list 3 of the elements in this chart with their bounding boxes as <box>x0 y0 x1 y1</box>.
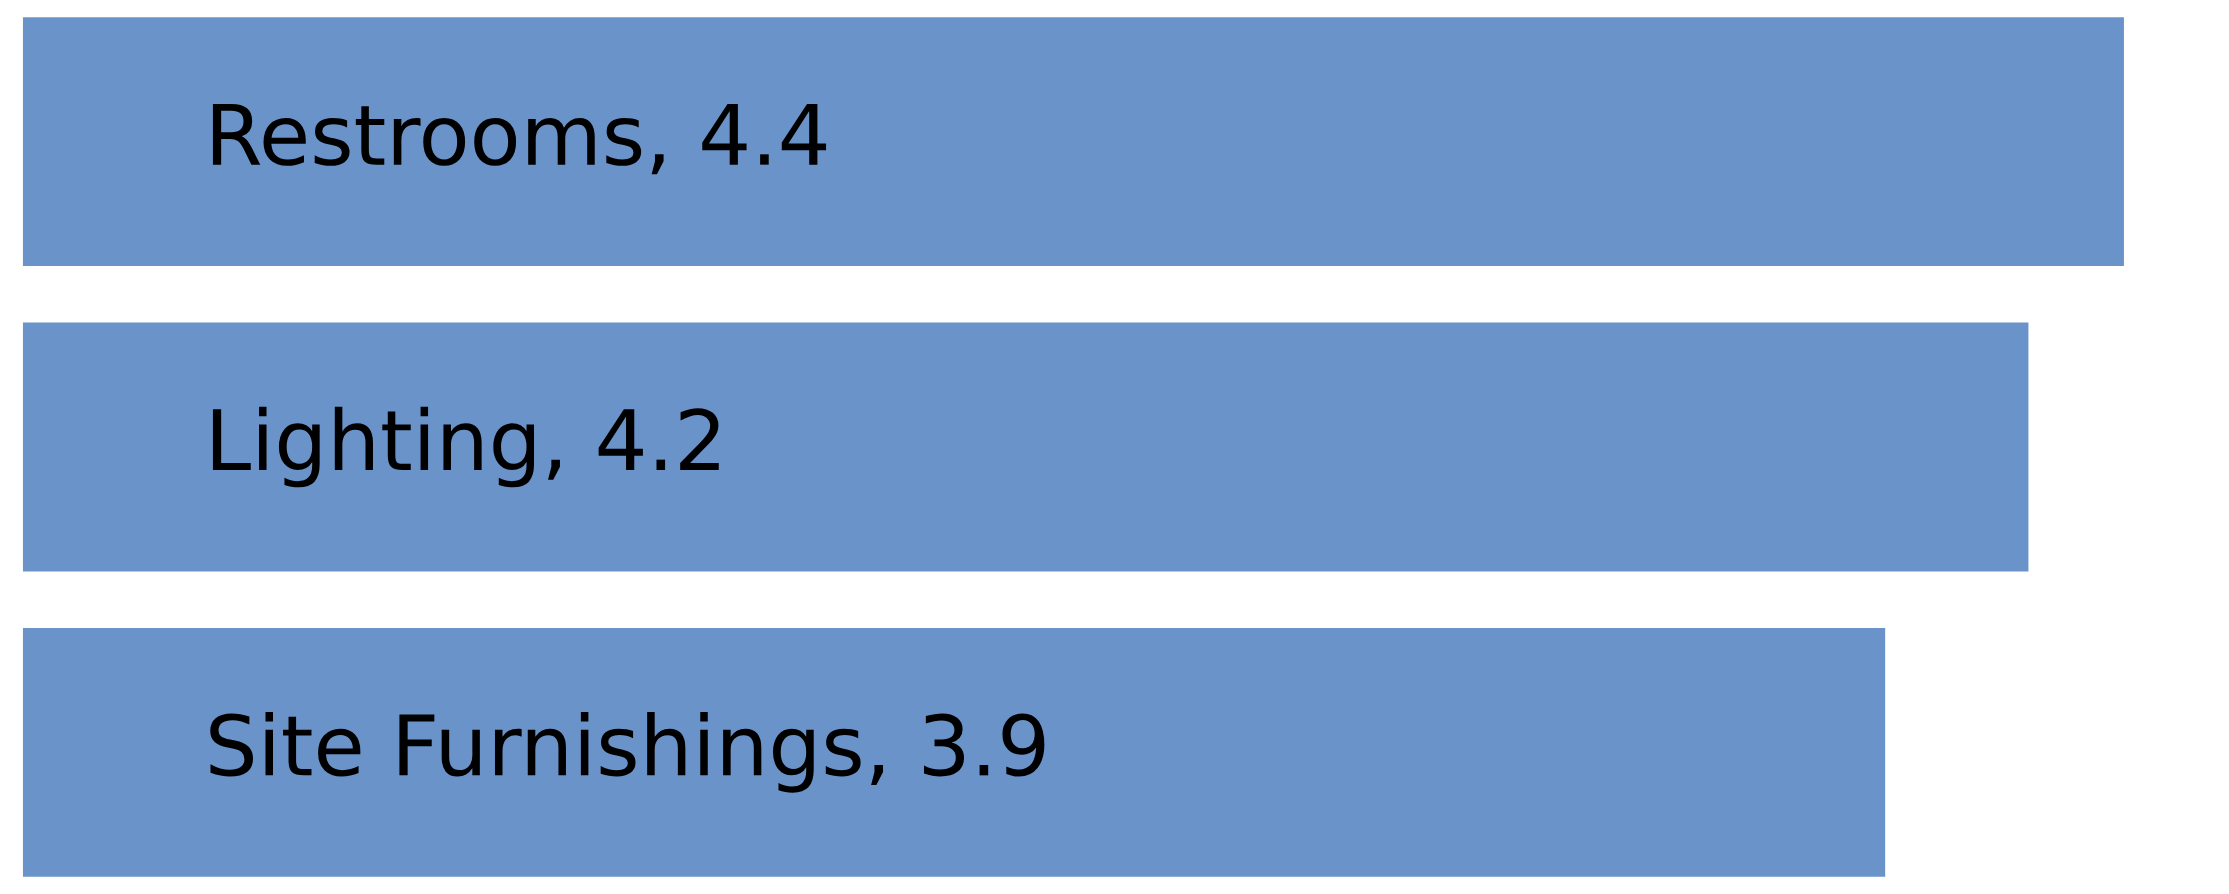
data-label: Restrooms, 4.4 <box>212 103 827 175</box>
data-label: Lighting, 4.2 <box>212 406 719 488</box>
data-label: Site Furnishings, 3.9 <box>210 712 1045 793</box>
